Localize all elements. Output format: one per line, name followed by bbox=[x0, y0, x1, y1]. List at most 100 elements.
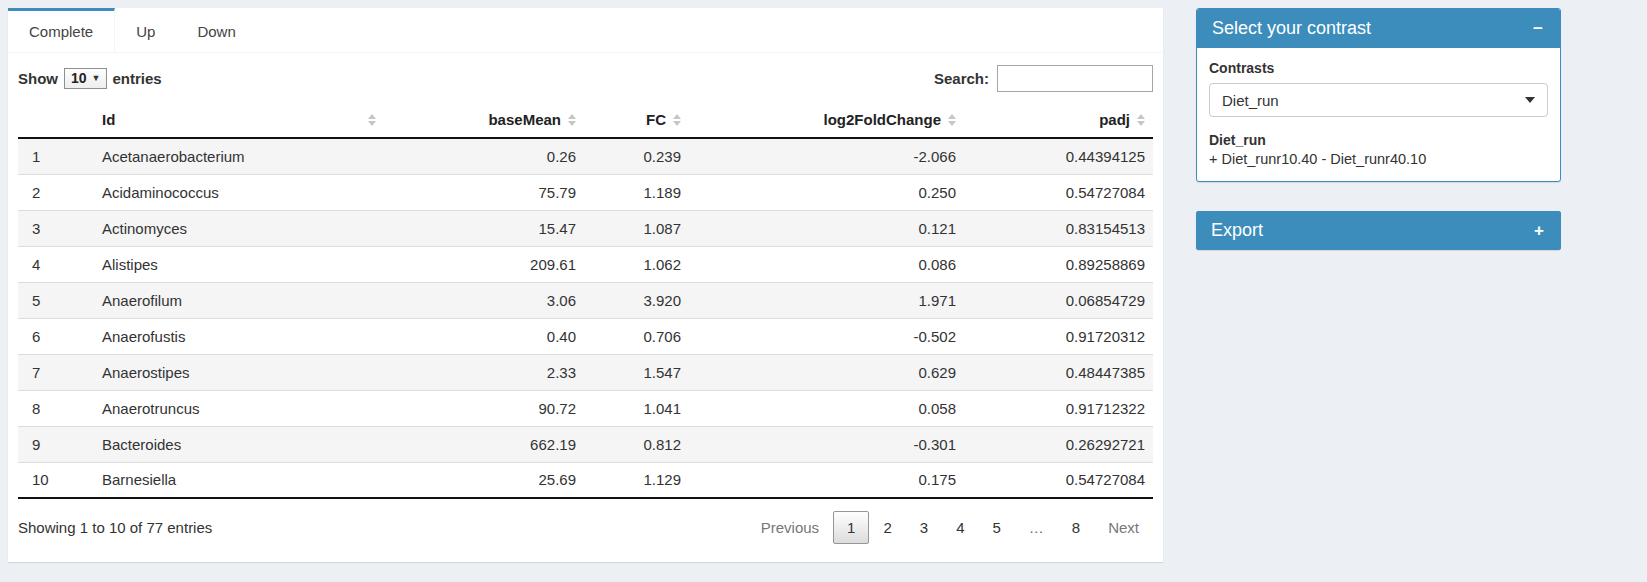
pagination-page-3[interactable]: 3 bbox=[906, 511, 942, 544]
collapse-minus-icon[interactable]: − bbox=[1531, 20, 1545, 37]
row-number: 3 bbox=[18, 210, 94, 246]
table-footer: Showing 1 to 10 of 77 entries Previous 1… bbox=[18, 499, 1153, 544]
export-panel: Export + bbox=[1196, 211, 1561, 250]
header-log2foldchange[interactable]: log2FoldChange bbox=[689, 102, 964, 138]
cell-basemean: 75.79 bbox=[384, 174, 584, 210]
contrast-name: Diet_run bbox=[1209, 132, 1548, 148]
cell-id: Acidaminococcus bbox=[94, 174, 384, 210]
header-basemean-label: baseMean bbox=[488, 111, 561, 128]
row-number: 6 bbox=[18, 318, 94, 354]
table-row: 5 Anaerofilum 3.06 3.920 1.971 0.0685472… bbox=[18, 282, 1153, 318]
cell-padj: 0.06854729 bbox=[964, 282, 1153, 318]
search-label: Search: bbox=[934, 70, 989, 87]
contrast-panel-header[interactable]: Select your contrast − bbox=[1197, 9, 1560, 48]
cell-id: Anaerostipes bbox=[94, 354, 384, 390]
row-number: 9 bbox=[18, 426, 94, 462]
row-number: 8 bbox=[18, 390, 94, 426]
cell-fc: 3.920 bbox=[584, 282, 689, 318]
table-row: 6 Anaerofustis 0.40 0.706 -0.502 0.91720… bbox=[18, 318, 1153, 354]
cell-fc: 0.706 bbox=[584, 318, 689, 354]
pagination-ellipsis: … bbox=[1015, 511, 1058, 544]
table-row: 1 Acetanaerobacterium 0.26 0.239 -2.066 … bbox=[18, 138, 1153, 174]
cell-fc: 1.129 bbox=[584, 462, 689, 498]
page-length-select[interactable]: 10 ▼ bbox=[64, 68, 107, 89]
page-length-control: Show 10 ▼ entries bbox=[18, 68, 162, 89]
pagination-previous[interactable]: Previous bbox=[747, 511, 833, 544]
page: Complete Up Down Show 10 ▼ entries Searc… bbox=[0, 0, 1647, 562]
pagination-page-2[interactable]: 2 bbox=[869, 511, 905, 544]
pagination-next[interactable]: Next bbox=[1094, 511, 1153, 544]
cell-fc: 0.812 bbox=[584, 426, 689, 462]
search-input[interactable] bbox=[997, 65, 1153, 92]
tab-up[interactable]: Up bbox=[115, 8, 176, 52]
select-caret-icon: ▼ bbox=[92, 73, 101, 83]
caret-down-icon bbox=[1525, 97, 1535, 103]
contrast-panel-body: Contrasts Diet_run Diet_run + Diet_runr1… bbox=[1197, 48, 1560, 181]
cell-padj: 0.48447385 bbox=[964, 354, 1153, 390]
export-panel-header[interactable]: Export + bbox=[1196, 211, 1561, 250]
results-box: Complete Up Down Show 10 ▼ entries Searc… bbox=[8, 8, 1163, 562]
header-id-label: Id bbox=[102, 111, 115, 128]
cell-padj: 0.91720312 bbox=[964, 318, 1153, 354]
header-padj[interactable]: padj bbox=[964, 102, 1153, 138]
contrast-select[interactable]: Diet_run bbox=[1209, 83, 1548, 117]
sort-icon bbox=[1137, 114, 1145, 126]
show-label: Show bbox=[18, 70, 58, 87]
search-control: Search: bbox=[934, 65, 1153, 92]
tab-down[interactable]: Down bbox=[176, 8, 256, 52]
cell-basemean: 25.69 bbox=[384, 462, 584, 498]
table-row: 10 Barnesiella 25.69 1.129 0.175 0.54727… bbox=[18, 462, 1153, 498]
sort-icon bbox=[568, 114, 576, 126]
header-id[interactable]: Id bbox=[94, 102, 384, 138]
cell-padj: 0.54727084 bbox=[964, 462, 1153, 498]
export-panel-title: Export bbox=[1211, 220, 1263, 241]
contrast-select-value: Diet_run bbox=[1222, 92, 1279, 109]
results-table: Id baseMean FC bbox=[18, 102, 1153, 499]
header-fc[interactable]: FC bbox=[584, 102, 689, 138]
cell-log2foldchange: -2.066 bbox=[689, 138, 964, 174]
cell-log2foldchange: 0.086 bbox=[689, 246, 964, 282]
cell-log2foldchange: 0.058 bbox=[689, 390, 964, 426]
header-row-number bbox=[18, 102, 94, 138]
contrasts-label: Contrasts bbox=[1209, 60, 1548, 76]
sort-icon bbox=[673, 114, 681, 126]
cell-padj: 0.89258869 bbox=[964, 246, 1153, 282]
cell-id: Acetanaerobacterium bbox=[94, 138, 384, 174]
cell-id: Barnesiella bbox=[94, 462, 384, 498]
cell-padj: 0.91712322 bbox=[964, 390, 1153, 426]
row-number: 1 bbox=[18, 138, 94, 174]
table-row: 2 Acidaminococcus 75.79 1.189 0.250 0.54… bbox=[18, 174, 1153, 210]
cell-log2foldchange: -0.301 bbox=[689, 426, 964, 462]
tab-complete[interactable]: Complete bbox=[8, 8, 115, 52]
contrast-formula: + Diet_runr10.40 - Diet_runr40.10 bbox=[1209, 151, 1548, 167]
row-number: 4 bbox=[18, 246, 94, 282]
cell-fc: 0.239 bbox=[584, 138, 689, 174]
pagination-page-8[interactable]: 8 bbox=[1058, 511, 1094, 544]
cell-id: Alistipes bbox=[94, 246, 384, 282]
table-row: 7 Anaerostipes 2.33 1.547 0.629 0.484473… bbox=[18, 354, 1153, 390]
cell-fc: 1.041 bbox=[584, 390, 689, 426]
pagination-page-5[interactable]: 5 bbox=[978, 511, 1014, 544]
header-log2foldchange-label: log2FoldChange bbox=[824, 111, 942, 128]
pagination: Previous 1 2 3 4 5 … 8 Next bbox=[747, 511, 1153, 544]
cell-padj: 0.54727084 bbox=[964, 174, 1153, 210]
cell-log2foldchange: -0.502 bbox=[689, 318, 964, 354]
cell-log2foldchange: 1.971 bbox=[689, 282, 964, 318]
table-controls: Show 10 ▼ entries Search: bbox=[18, 65, 1153, 92]
cell-fc: 1.189 bbox=[584, 174, 689, 210]
pagination-page-1[interactable]: 1 bbox=[833, 511, 869, 544]
cell-fc: 1.087 bbox=[584, 210, 689, 246]
table-header-row: Id baseMean FC bbox=[18, 102, 1153, 138]
pagination-page-4[interactable]: 4 bbox=[942, 511, 978, 544]
cell-log2foldchange: 0.629 bbox=[689, 354, 964, 390]
entries-label: entries bbox=[113, 70, 162, 87]
row-number: 7 bbox=[18, 354, 94, 390]
cell-padj: 0.83154513 bbox=[964, 210, 1153, 246]
cell-id: Anaerotruncus bbox=[94, 390, 384, 426]
cell-id: Anaerofilum bbox=[94, 282, 384, 318]
table-info: Showing 1 to 10 of 77 entries bbox=[18, 519, 212, 536]
sort-icon bbox=[948, 114, 956, 126]
expand-plus-icon[interactable]: + bbox=[1532, 222, 1546, 239]
header-basemean[interactable]: baseMean bbox=[384, 102, 584, 138]
cell-basemean: 2.33 bbox=[384, 354, 584, 390]
